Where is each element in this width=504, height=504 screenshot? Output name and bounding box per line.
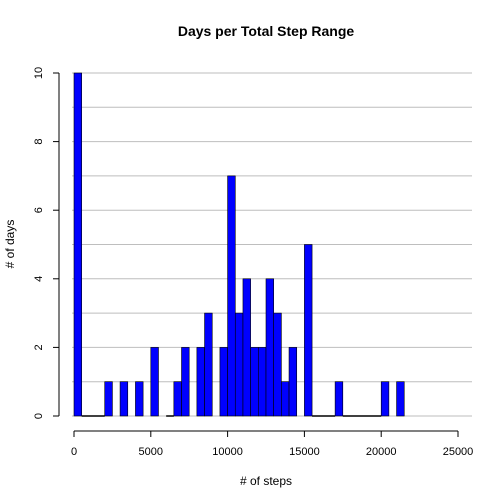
histogram-bar <box>119 381 129 417</box>
histogram-bar <box>258 347 267 417</box>
x-tick-label: 10000 <box>212 446 243 458</box>
chart-title: Days per Total Step Range <box>178 23 355 39</box>
x-axis-label: # of steps <box>240 474 292 488</box>
axes: 0 2 4 6 8 10 0 5000 10000 15000 20000 25000 <box>33 67 473 458</box>
histogram-bar <box>219 347 228 417</box>
bars <box>73 72 405 417</box>
histogram-bar <box>104 381 113 417</box>
histogram-bar <box>173 381 182 417</box>
histogram-bar <box>304 244 313 417</box>
histogram-bar <box>196 347 205 417</box>
histogram-bar <box>73 72 82 417</box>
histogram-bar <box>135 381 144 417</box>
x-tick-label: 0 <box>71 446 77 458</box>
histogram-bar <box>265 278 274 417</box>
histogram-bar <box>380 381 390 417</box>
histogram-bar <box>334 381 344 417</box>
histogram-bar <box>273 312 282 417</box>
histogram-bar <box>250 347 259 417</box>
histogram-bar <box>281 381 290 417</box>
y-tick-label: 6 <box>33 207 45 213</box>
histogram-bar <box>288 347 298 417</box>
histogram-bar <box>227 175 236 417</box>
y-tick-label: 0 <box>33 413 45 419</box>
histogram-bar <box>234 312 244 417</box>
histogram-bar <box>150 347 159 417</box>
y-tick-label: 8 <box>33 139 45 145</box>
y-tick-label: 4 <box>33 276 45 282</box>
x-tick-label: 5000 <box>139 446 163 458</box>
y-axis-label: # of days <box>3 220 17 269</box>
histogram-bar <box>396 381 405 417</box>
y-tick-label: 10 <box>33 67 45 79</box>
histogram-bar <box>181 347 190 417</box>
x-tick-label: 25000 <box>443 446 474 458</box>
histogram-bar <box>242 278 251 417</box>
histogram-bar <box>204 312 213 417</box>
y-tick-label: 2 <box>33 344 45 350</box>
x-tick-label: 20000 <box>366 446 397 458</box>
x-tick-label: 15000 <box>289 446 320 458</box>
